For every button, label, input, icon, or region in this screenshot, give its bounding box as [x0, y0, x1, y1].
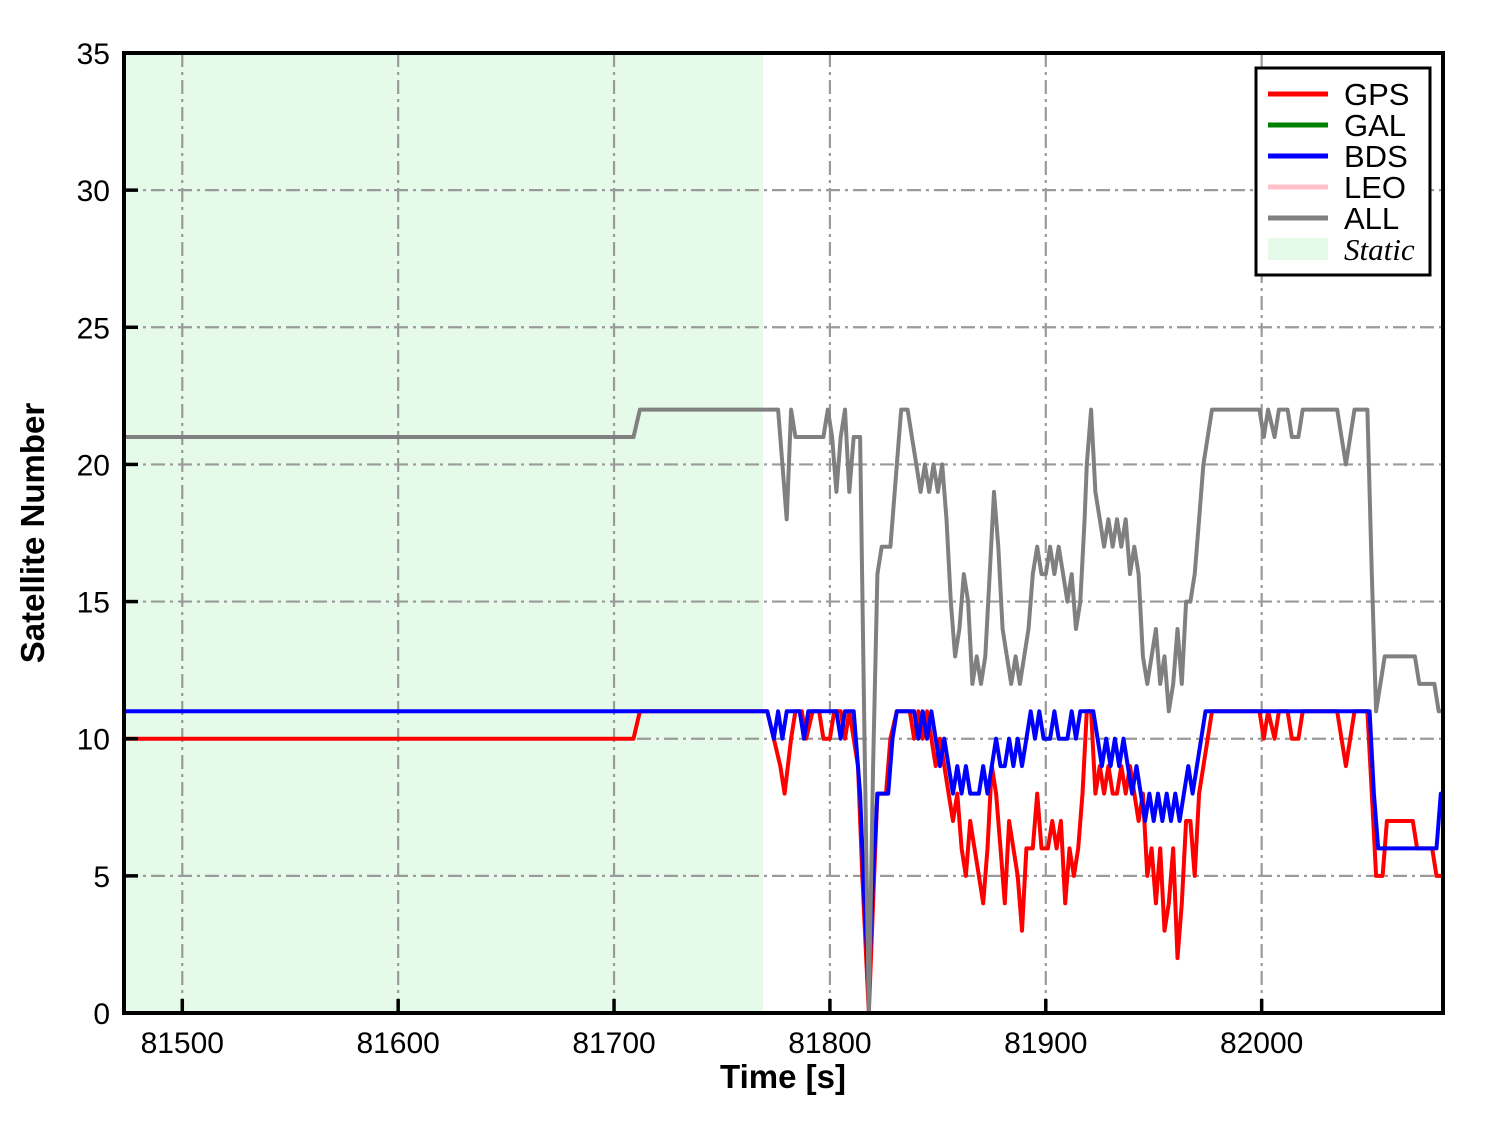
y-tick-label-0: 0 — [93, 998, 110, 1031]
x-tick-label-81600: 81600 — [356, 1027, 439, 1060]
legend-label-bds: BDS — [1344, 139, 1408, 174]
tick-labels: 81500 81600 81700 81800 81900 82000 0 5 10 15 20 25… — [77, 38, 1304, 1060]
y-tick-label-10: 10 — [77, 724, 110, 757]
legend-label-static: Static — [1344, 232, 1415, 267]
x-tick-label-82000: 82000 — [1220, 1027, 1303, 1060]
x-axis-label: Time [s] — [720, 1058, 846, 1095]
static-region-fill — [124, 53, 763, 1013]
y-tick-label-15: 15 — [77, 587, 110, 620]
series-line-all — [124, 407, 1443, 1015]
y-tick-label-25: 25 — [77, 312, 110, 345]
y-axis-label: Satellite Number — [14, 403, 51, 664]
x-tick-label-81700: 81700 — [572, 1027, 655, 1060]
x-tick-label-81900: 81900 — [1004, 1027, 1087, 1060]
y-tick-label-5: 5 — [93, 861, 110, 894]
legend-label-leo: LEO — [1344, 170, 1406, 205]
y-tick-label-30: 30 — [77, 175, 110, 208]
static-region — [124, 53, 763, 1013]
legend-label-gal: GAL — [1344, 108, 1406, 143]
legend-patch-static — [1268, 238, 1328, 260]
plot-border — [122, 51, 1445, 1015]
y-tick-label-20: 20 — [77, 449, 110, 482]
tick-marks — [124, 51, 1264, 1015]
x-tick-label-81800: 81800 — [788, 1027, 871, 1060]
y-tick-label-35: 35 — [77, 38, 110, 71]
axes-spines — [122, 51, 1445, 1015]
legend-label-all: ALL — [1344, 201, 1399, 236]
x-tick-label-81500: 81500 — [141, 1027, 224, 1060]
legend-label-gps: GPS — [1344, 77, 1409, 112]
